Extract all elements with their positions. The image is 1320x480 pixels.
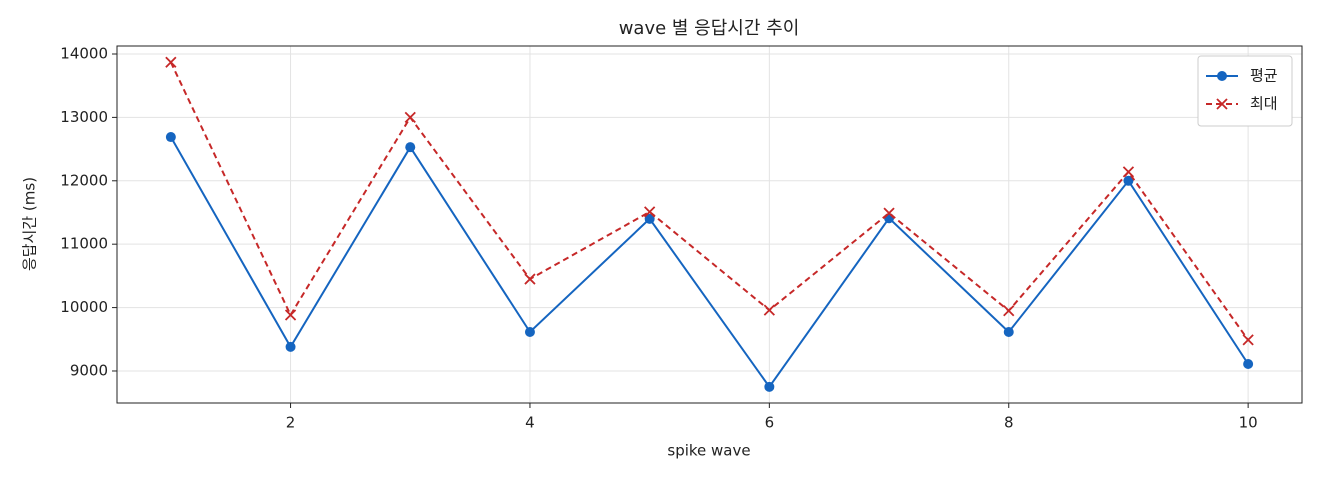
- marker: [1003, 305, 1015, 317]
- x-tick-label: 6: [765, 414, 775, 432]
- x-axis-label: spike wave: [667, 442, 750, 460]
- legend-box: [1197, 55, 1293, 127]
- marker: [763, 304, 775, 316]
- marker: [1123, 175, 1134, 186]
- marker: [1003, 326, 1014, 337]
- y-tick-label: 13000: [60, 108, 108, 126]
- marker: [524, 326, 535, 337]
- y-axis-label: 응답시간 (ms): [21, 177, 39, 271]
- marker: [165, 56, 177, 68]
- marker: [285, 341, 296, 352]
- marker: [883, 207, 895, 219]
- marker: [1122, 166, 1135, 178]
- y-tick-label: 11000: [60, 235, 108, 253]
- marker: [1242, 334, 1254, 346]
- marker: [764, 381, 775, 392]
- marker: [1243, 359, 1254, 370]
- marker: [404, 111, 416, 124]
- series-line: [169, 61, 1249, 341]
- chart-title: wave 별 응답시간 추이: [619, 18, 800, 39]
- marker: [644, 213, 655, 224]
- y-tick-label: 14000: [60, 44, 108, 62]
- y-tick-label: 10000: [60, 298, 108, 316]
- x-tick-label: 4: [525, 414, 535, 432]
- y-tick-label: 9000: [70, 361, 108, 379]
- marker: [644, 206, 656, 218]
- marker: [524, 273, 536, 285]
- x-tick-label: 8: [1004, 414, 1014, 432]
- y-tick-label: 12000: [60, 171, 108, 189]
- x-tick-label: 10: [1239, 414, 1258, 432]
- marker: [284, 309, 297, 321]
- plot-frame: [116, 45, 1303, 404]
- marker: [1217, 71, 1227, 81]
- marker: [405, 142, 416, 153]
- legend-label: 최대: [1250, 95, 1278, 113]
- x-tick-label: 2: [286, 414, 296, 432]
- marker: [165, 132, 176, 143]
- legend-label: 평균: [1250, 67, 1278, 85]
- marker: [1216, 98, 1228, 110]
- series-line: [169, 136, 1249, 389]
